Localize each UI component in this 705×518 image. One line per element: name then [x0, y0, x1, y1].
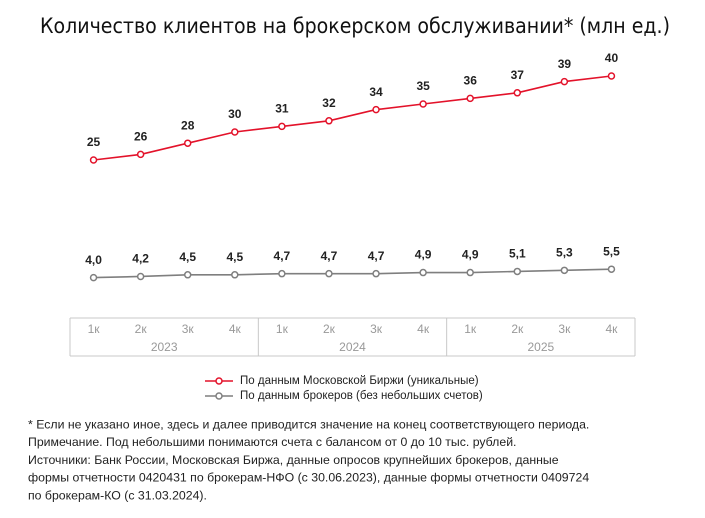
data-label: 5,5 [603, 244, 620, 258]
data-point [136, 272, 145, 281]
data-point [466, 268, 474, 277]
data-point [560, 266, 569, 275]
x-tick-label: 1к [276, 322, 289, 336]
data-label: 26 [134, 130, 148, 144]
data-point [231, 271, 239, 279]
legend-label: По данным брокеров (без небольших счетов… [240, 390, 483, 402]
data-label: 28 [181, 118, 195, 132]
series-line [93, 268, 612, 279]
data-label: 35 [416, 79, 430, 93]
x-group-label: 2025 [527, 340, 554, 354]
data-label: 37 [511, 68, 525, 82]
data-label: 4,2 [132, 252, 149, 266]
x-tick-label: 2к [135, 322, 148, 336]
data-label: 4,0 [85, 253, 102, 267]
data-label: 4,7 [274, 249, 291, 263]
data-label: 4,7 [368, 249, 385, 263]
x-tick-label: 4к [605, 322, 618, 336]
data-point [278, 269, 286, 278]
footnote: Примечание. Под небольшими понимаются сч… [28, 435, 516, 449]
data-point [419, 268, 427, 277]
legend-swatch [215, 392, 223, 400]
data-point [89, 156, 98, 164]
data-point [183, 271, 192, 279]
data-point [325, 269, 333, 278]
x-group-label: 2023 [151, 340, 178, 354]
data-label: 40 [605, 51, 619, 65]
data-point [466, 94, 474, 103]
data-label: 39 [558, 57, 572, 71]
x-tick-label: 1к [88, 322, 101, 336]
data-point [89, 273, 98, 282]
data-point [607, 265, 616, 273]
chart-title: Количество клиентов на брокерском обслуж… [40, 14, 670, 38]
data-label: 4,9 [462, 248, 479, 262]
series-line [93, 75, 612, 161]
x-tick-label: 1к [464, 322, 477, 336]
data-label: 30 [228, 107, 242, 121]
x-tick-label: 3к [182, 322, 195, 336]
data-point [231, 128, 239, 136]
data-point [278, 122, 286, 131]
data-point [513, 89, 522, 97]
data-point [372, 269, 380, 278]
x-tick-label: 2к [323, 322, 336, 336]
x-tick-label: 4к [417, 322, 430, 336]
x-tick-label: 4к [229, 322, 242, 336]
data-label: 34 [369, 85, 383, 99]
data-label: 32 [322, 96, 336, 110]
data-point [372, 105, 380, 114]
data-point [513, 267, 522, 276]
data-label: 5,1 [509, 247, 526, 261]
data-point [607, 72, 616, 80]
legend-label: По данным Московской Биржи (уникальные) [240, 375, 479, 387]
data-point [136, 150, 145, 159]
footnote: формы отчетности 0420431 по брокерам-НФО… [28, 471, 589, 485]
x-tick-label: 2к [511, 322, 524, 336]
x-tick-label: 3к [370, 322, 383, 336]
data-point [183, 139, 192, 147]
data-point [325, 117, 333, 125]
data-label: 4,5 [179, 250, 196, 264]
data-label: 36 [464, 74, 478, 88]
legend-swatch [215, 377, 223, 385]
data-label: 4,5 [226, 250, 243, 264]
data-label: 5,3 [556, 245, 573, 259]
x-tick-label: 3к [558, 322, 571, 336]
data-label: 4,9 [415, 248, 432, 262]
x-group-label: 2024 [339, 340, 366, 354]
footnote: * Если не указано иное, здесь и далее пр… [28, 417, 589, 431]
data-label: 31 [275, 102, 289, 116]
data-point [419, 100, 427, 108]
footnote: по брокерам-КО (с 31.03.2024). [28, 488, 207, 502]
data-label: 25 [87, 135, 101, 149]
data-label: 4,7 [321, 249, 338, 263]
footnote: Источники: Банк России, Московская Биржа… [28, 453, 559, 467]
data-point [560, 77, 569, 86]
